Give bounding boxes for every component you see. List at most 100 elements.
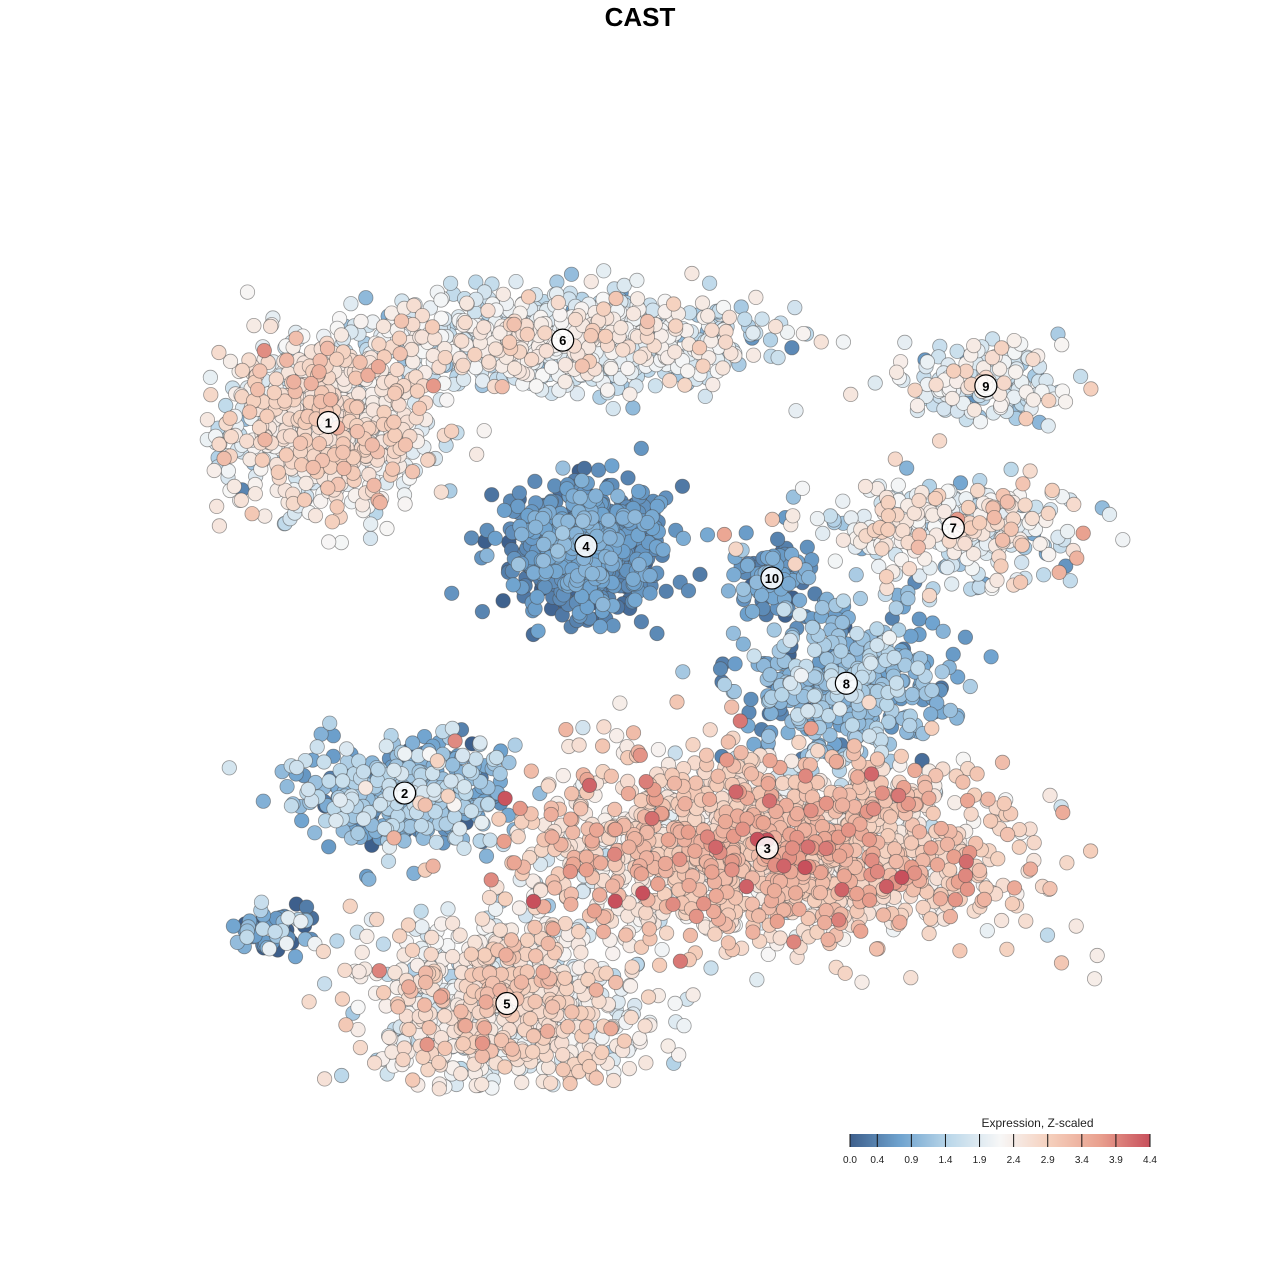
- cell-point: [642, 568, 658, 584]
- cell-point: [487, 530, 503, 546]
- cell-point: [610, 488, 626, 504]
- cell-point: [495, 593, 511, 609]
- cell-point: [822, 727, 838, 743]
- cell-point: [474, 1076, 490, 1092]
- cell-point: [627, 509, 643, 525]
- cell-point: [474, 603, 490, 620]
- cell-point: [1087, 971, 1103, 987]
- cell-point: [472, 735, 488, 751]
- cell-point: [835, 334, 852, 350]
- cell-point: [767, 318, 784, 335]
- cell-point: [655, 542, 671, 558]
- cell-point: [857, 478, 874, 495]
- cell-point: [378, 738, 394, 754]
- cell-point: [844, 717, 861, 733]
- cell-point: [774, 687, 790, 703]
- cell-point: [945, 646, 961, 663]
- cell-point: [355, 764, 372, 780]
- cell-point: [510, 556, 527, 573]
- cell-point: [900, 590, 916, 607]
- cell-point: [923, 706, 939, 722]
- cell-point: [514, 1074, 530, 1091]
- cell-point: [692, 566, 708, 583]
- cell-point: [233, 492, 249, 508]
- cell-point: [588, 488, 604, 504]
- cell-point: [511, 900, 528, 916]
- cell-point: [745, 347, 762, 363]
- cell-point: [822, 508, 838, 524]
- cell-point: [804, 619, 821, 636]
- cell-point: [721, 309, 738, 325]
- cell-point: [478, 848, 495, 864]
- cell-point: [514, 526, 530, 542]
- cell-point: [350, 825, 366, 841]
- cell-point: [307, 825, 323, 841]
- cell-point: [834, 614, 850, 631]
- cell-point: [720, 583, 737, 599]
- cell-point: [300, 781, 316, 798]
- cell-point: [563, 266, 580, 282]
- cell-point: [684, 265, 700, 282]
- cell-point: [770, 349, 786, 366]
- cell-point: [795, 325, 812, 342]
- cell-point: [637, 1018, 653, 1034]
- cell-point: [536, 536, 552, 553]
- cell-point: [630, 483, 647, 499]
- cell-point: [753, 587, 770, 603]
- cell-point: [781, 576, 797, 592]
- cell-point: [439, 392, 455, 408]
- cell-point: [554, 525, 571, 541]
- cell-point: [979, 923, 995, 939]
- cell-point: [1054, 337, 1070, 353]
- cell-point: [762, 332, 779, 348]
- cell-point: [1024, 510, 1040, 527]
- cell-point: [463, 530, 480, 546]
- cell-point: [815, 525, 831, 542]
- cell-point: [206, 462, 222, 479]
- cell-point: [861, 728, 877, 744]
- cell-point: [801, 569, 817, 586]
- cell-point: [766, 622, 782, 638]
- cell-point: [476, 423, 492, 439]
- cell-point: [676, 1018, 692, 1034]
- cell-point: [739, 557, 756, 573]
- cell-point: [575, 513, 591, 529]
- cell-point: [897, 334, 913, 350]
- cell-point: [809, 510, 826, 527]
- cell-point: [468, 751, 484, 767]
- cell-point: [1006, 332, 1022, 349]
- cell-point: [440, 901, 456, 917]
- cell-point: [784, 340, 800, 356]
- cell-point: [966, 402, 983, 418]
- cell-point: [705, 376, 721, 393]
- cell-point: [620, 360, 636, 377]
- cell-point: [343, 296, 359, 312]
- cell-point: [903, 970, 919, 986]
- cell-point: [456, 779, 472, 795]
- cell-point: [989, 572, 1005, 589]
- cell-point: [375, 936, 391, 952]
- cell-point: [278, 935, 295, 952]
- cell-point: [703, 960, 719, 976]
- cell-point: [413, 903, 429, 919]
- cell-point: [1018, 913, 1034, 929]
- cell-point: [605, 618, 621, 634]
- cell-point: [613, 320, 629, 336]
- cell-point: [947, 795, 963, 811]
- cell-point: [329, 933, 345, 949]
- cell-point: [738, 525, 754, 541]
- cell-point: [199, 412, 215, 428]
- cell-point: [622, 386, 638, 402]
- cell-point: [909, 397, 926, 414]
- cell-point: [1073, 368, 1089, 384]
- cell-point: [246, 317, 262, 334]
- cell-point: [328, 813, 344, 829]
- points-layer: [199, 263, 1131, 1097]
- cell-point: [869, 637, 885, 653]
- cell-point: [535, 553, 552, 569]
- cell-point: [744, 603, 761, 620]
- cell-point: [456, 840, 472, 856]
- cell-point: [424, 929, 440, 946]
- cell-point: [833, 643, 849, 659]
